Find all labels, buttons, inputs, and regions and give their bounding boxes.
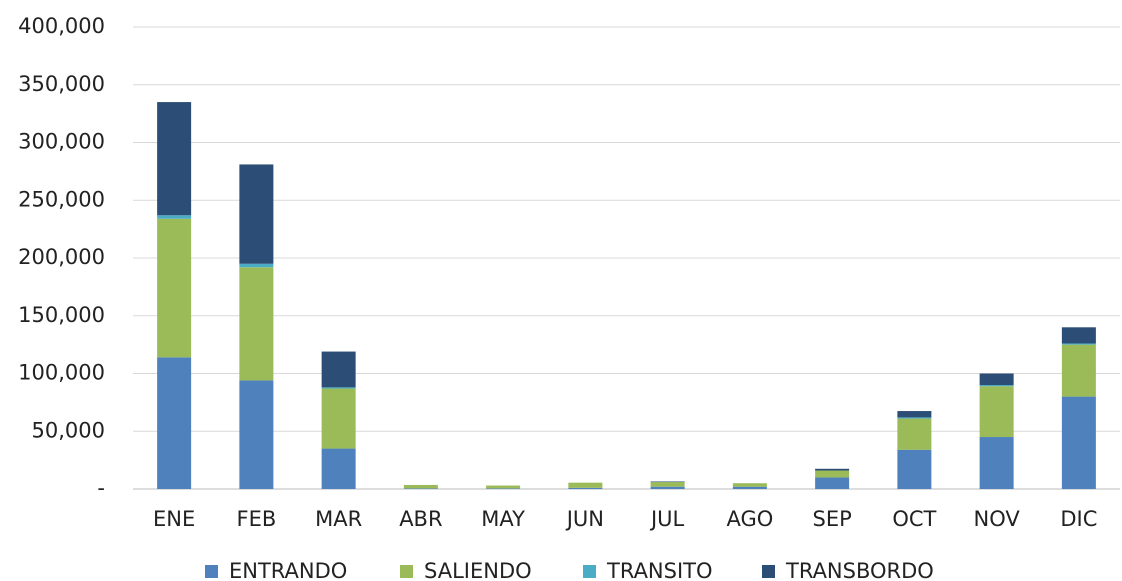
bar-segment [979, 385, 1014, 387]
legend-label: TRANSBORDO [785, 559, 934, 581]
x-tick-label: NOV [974, 507, 1021, 531]
y-tick-label: 50,000 [32, 418, 105, 442]
x-tick-label: DIC [1060, 507, 1097, 531]
bar-segment [157, 218, 192, 358]
bar-segment [979, 386, 1014, 438]
bar-segment [321, 387, 356, 389]
bar-segment [897, 449, 932, 489]
bar-segment [732, 483, 767, 487]
x-tick-label: MAY [481, 507, 525, 531]
bar-segment [650, 486, 685, 489]
bar-segment [815, 477, 850, 489]
bar-segment [650, 481, 685, 483]
y-tick-label: - [97, 476, 105, 500]
bar-segment [897, 418, 932, 450]
y-tick-label: 300,000 [18, 130, 105, 154]
bar-segment [650, 482, 685, 487]
bar-segment [568, 482, 603, 488]
bar-segment [979, 437, 1014, 489]
x-tick-label: SEP [812, 507, 851, 531]
x-tick-label: ENE [153, 507, 195, 531]
bar-segment [1061, 396, 1096, 489]
bar-segment [157, 215, 192, 219]
bar-segment [815, 470, 850, 478]
x-tick-label: JUN [565, 507, 604, 531]
bar-segment [157, 102, 192, 216]
bar-segment [1061, 327, 1096, 344]
bar-segment [239, 380, 274, 489]
legend-swatch [583, 565, 596, 578]
y-tick-label: 350,000 [18, 72, 105, 96]
x-tick-label: AGO [726, 507, 773, 531]
bar-segment [403, 488, 438, 489]
bar-segment [239, 263, 274, 268]
y-tick-label: 150,000 [18, 303, 105, 327]
bar-segment [239, 164, 274, 264]
legend-swatch [762, 565, 775, 578]
y-tick-label: 250,000 [18, 187, 105, 211]
y-tick-label: 400,000 [18, 14, 105, 38]
bar-segment [732, 486, 767, 489]
bar-segment [321, 351, 356, 388]
bar-segment [979, 373, 1014, 386]
bar-segment [321, 388, 356, 449]
bar-segment [486, 485, 521, 489]
x-tick-label: MAR [315, 507, 362, 531]
bar-segment [321, 448, 356, 489]
x-tick-label: OCT [892, 507, 936, 531]
bar-segment [403, 484, 438, 489]
bar-segment [239, 267, 274, 381]
x-tick-label: FEB [236, 507, 276, 531]
bar-segment [486, 488, 521, 489]
legend-label: ENTRANDO [229, 559, 347, 581]
bar-segment [815, 468, 850, 471]
x-tick-label: ABR [399, 507, 442, 531]
bar-segment [157, 357, 192, 489]
legend-label: TRANSITO [606, 559, 713, 581]
x-tick-label: JUL [649, 507, 685, 531]
bar-segment [1061, 344, 1096, 397]
bar-segment [568, 487, 603, 489]
bar-segment [897, 411, 932, 418]
legend-swatch [205, 565, 218, 578]
bar-segment [1061, 343, 1096, 345]
y-tick-label: 100,000 [18, 361, 105, 385]
y-tick-label: 200,000 [18, 245, 105, 269]
bar-segment [897, 417, 932, 419]
legend-label: SALIENDO [424, 559, 532, 581]
legend-swatch [400, 565, 413, 578]
